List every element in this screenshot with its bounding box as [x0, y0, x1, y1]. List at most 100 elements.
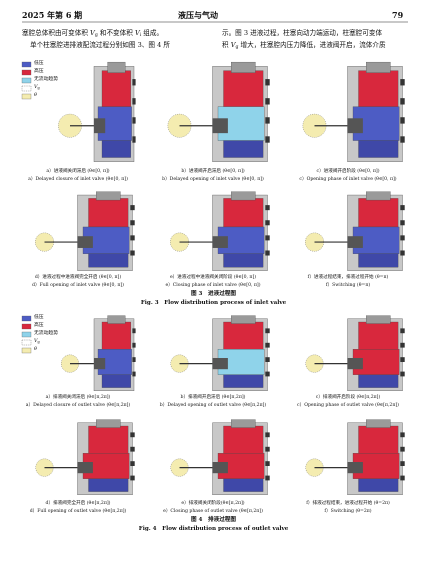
lower-block: [223, 374, 264, 388]
legend-swatch: [21, 347, 32, 354]
bolt: [132, 371, 136, 377]
bolt: [265, 475, 270, 481]
valve-cap: [96, 191, 121, 201]
text-run: 和不变体积: [97, 29, 135, 37]
piston: [94, 118, 106, 134]
piston: [212, 462, 228, 474]
piston: [212, 236, 228, 248]
bolt: [400, 235, 405, 241]
issue: 2025 年第 6 期: [22, 10, 83, 20]
piston: [347, 358, 363, 370]
pump-schematic: [302, 61, 405, 162]
bolt: [265, 205, 270, 211]
text-run: 增大，柱塞腔内压力降低，进液阀开启，流体介质: [238, 41, 386, 49]
bolt: [400, 98, 405, 105]
valve-cap: [107, 315, 126, 324]
piston: [347, 236, 363, 248]
bolt: [400, 79, 405, 86]
legend-label: θ: [34, 93, 37, 98]
caption-en: b）Delayed opening of inlet valve (θ∈[0, …: [162, 176, 264, 182]
caption-cn: b）排液阀开启滞后 (θ∈[π,2π]): [180, 395, 246, 400]
caption-cn: a）排液阀关闭滞后 (θ∈[π,2π]): [45, 395, 111, 400]
caption-en: c）Opening phase of outlet valve (θ∈[π,2π…: [297, 402, 399, 408]
manifold: [101, 70, 131, 107]
figure-title-cn: 图 3 进液过程图: [191, 291, 236, 297]
text-run: V: [34, 339, 38, 344]
valve-cap: [231, 61, 256, 73]
lower-block: [88, 253, 129, 268]
caption-en: d）Full opening of inlet valve (θ∈[0, π]): [32, 282, 124, 288]
text-run: g: [37, 340, 40, 344]
legend-label: θ: [34, 347, 37, 352]
bolt: [130, 205, 135, 211]
bolt: [132, 342, 136, 348]
pump-schematic: [167, 61, 270, 162]
caption-cn: c）排液阀开启阶段 (θ∈[π,2π]): [315, 395, 381, 400]
valve-cap: [231, 419, 256, 428]
legend-swatch: [21, 315, 32, 322]
caption-en: f）Switching (θ=2π): [324, 508, 372, 514]
bolt: [265, 250, 270, 256]
paragraph-line: 单个柱塞腔进排液配流过程分别如图 3、图 4 所: [30, 42, 170, 49]
bolt: [265, 357, 270, 362]
caption-cn: d）排液阀完全开启 (θ∈[π,2π]): [45, 501, 111, 506]
lower-block: [101, 140, 131, 158]
valve-cap: [96, 419, 121, 428]
caption-en: d）Full opening of outlet valve (θ∈[π,2π]…: [29, 508, 127, 514]
paragraph-line: 积 Vg 增大，柱塞腔内压力降低，进液阀开启，流体介质: [222, 42, 386, 51]
text-run: 塞腔总体积由可变体积: [22, 29, 91, 37]
caption-cn: e）进液过程中进液阀关闭阶段 (θ∈[0, π]): [169, 275, 257, 280]
piston: [347, 462, 363, 474]
bolt: [132, 98, 136, 105]
legend-label: Vg: [34, 339, 40, 345]
legend-swatch: [21, 331, 32, 338]
piston: [94, 358, 106, 370]
bolt: [265, 371, 270, 377]
caption-cn: c）进液阀开启阶段 (θ∈[0, π]): [316, 169, 380, 174]
legend-label: 低压: [34, 315, 44, 320]
piston: [212, 118, 228, 134]
piston: [77, 462, 93, 474]
text-run: 单个柱塞腔进排液配流过程分别如图 3、图 4 所: [30, 41, 170, 49]
bolt: [265, 342, 270, 348]
bolt: [130, 475, 135, 481]
lower-block: [358, 140, 399, 158]
pump-schematic: [305, 191, 405, 271]
valve-cap: [107, 61, 126, 73]
lower-block: [223, 478, 264, 492]
bolt: [265, 235, 270, 241]
manifold: [223, 321, 264, 350]
caption-en: a）Delayed closure of outlet valve (θ∈[π,…: [25, 402, 131, 408]
pump-schematic: [170, 419, 270, 496]
caption-en: b）Delayed opening of outlet valve (θ∈[π,…: [159, 402, 267, 408]
bolt: [130, 250, 135, 256]
caption-cn: f）进液过程结束，排液过程开始 (θ=π): [307, 275, 389, 280]
bolt: [265, 461, 270, 466]
text-run: V: [34, 85, 38, 90]
caption-cn: a）进液阀关闭滞后 (θ∈[0, π]): [46, 169, 110, 174]
text-run: g: [235, 45, 239, 50]
caption-en: f）Switching (θ=π): [325, 282, 371, 288]
bolt: [265, 136, 270, 143]
bolt: [400, 342, 405, 348]
legend-swatch: [21, 323, 32, 330]
text-run: 示。图 3 进液过程，柱塞向动力端运动，柱塞腔可变体: [222, 29, 383, 37]
valve-cap: [366, 419, 391, 428]
page-number: 79: [392, 10, 404, 20]
legend-swatch: [21, 85, 32, 92]
lower-block: [88, 478, 129, 492]
text-run: i: [139, 33, 142, 38]
legend-label: 低压: [34, 61, 44, 66]
bolt: [265, 432, 270, 438]
manifold: [358, 70, 399, 107]
manifold: [358, 425, 399, 454]
bolt: [265, 98, 270, 105]
bolt: [400, 117, 405, 124]
bolt: [400, 220, 405, 226]
caption-en: e）Closing phase of outlet valve (θ∈[π,2π…: [163, 508, 263, 514]
bolt: [400, 357, 405, 362]
bolt: [400, 136, 405, 143]
caption-cn: d）进液过程中进液阀完全开启 (θ∈[0, π]): [34, 275, 122, 280]
manifold: [88, 425, 129, 454]
